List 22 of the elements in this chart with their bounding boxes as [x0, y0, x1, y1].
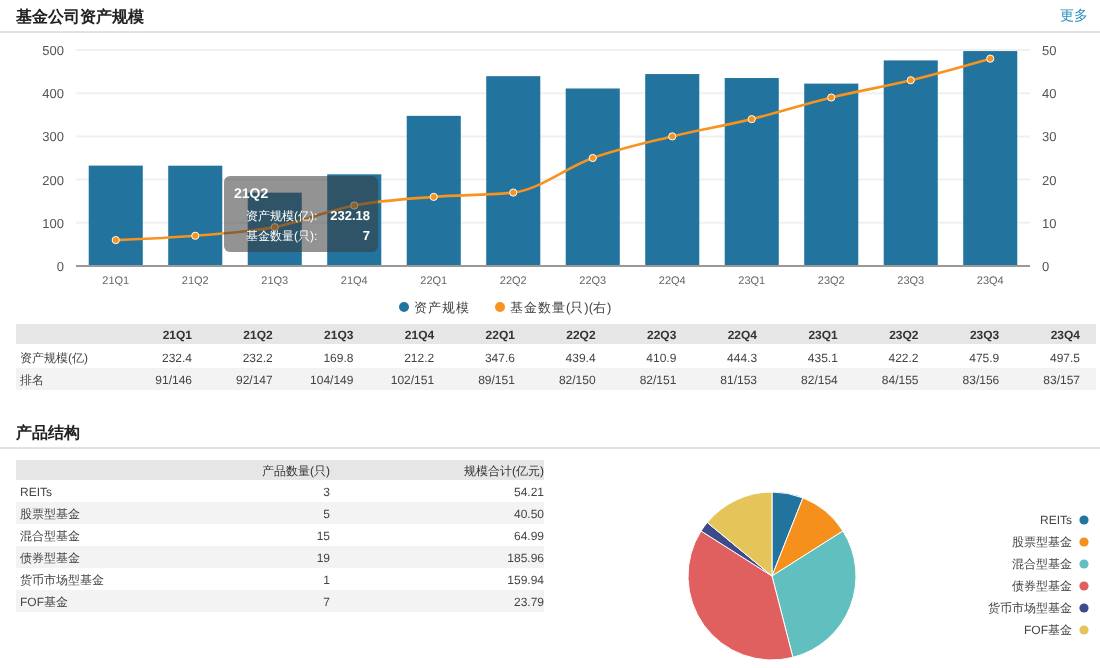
point: [668, 132, 677, 141]
bar: [565, 88, 620, 266]
point: [986, 54, 995, 63]
chart-title: 基金公司资产规模: [14, 8, 146, 26]
bar: [883, 60, 938, 266]
point: [588, 153, 597, 163]
bar: [804, 83, 859, 266]
point: [111, 235, 120, 245]
bar: [645, 74, 700, 266]
point: [747, 115, 756, 124]
bar: [963, 51, 1018, 266]
point: [429, 192, 438, 201]
text: 产品结构: [14, 424, 80, 442]
point: [827, 93, 836, 102]
point: [191, 231, 200, 240]
bar: [724, 78, 779, 266]
point: [906, 76, 915, 85]
point: [350, 201, 359, 210]
point: [509, 188, 518, 197]
bar: [406, 115, 461, 266]
bar: [486, 76, 541, 266]
bar: [88, 165, 143, 266]
